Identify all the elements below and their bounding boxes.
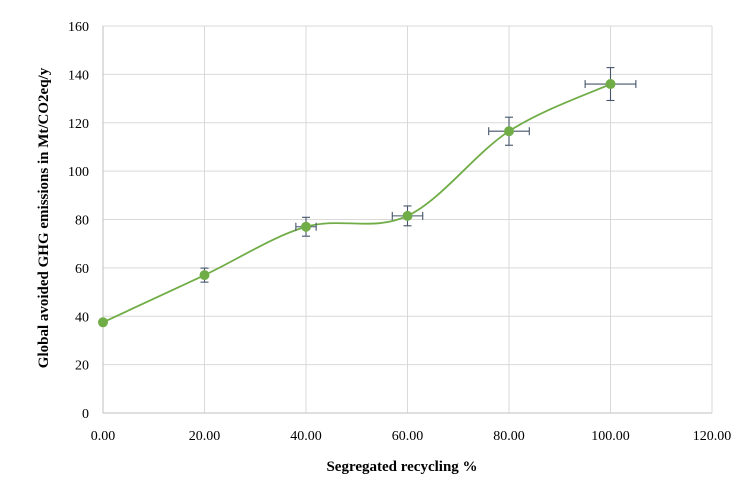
y-tick-label: 160 (68, 20, 89, 35)
x-tick-label: 120.00 (693, 429, 732, 444)
x-tick-label: 100.00 (591, 429, 630, 444)
series-line-group (102, 83, 611, 324)
data-point (605, 79, 616, 90)
y-tick-label: 60 (75, 262, 89, 277)
y-tick-label: 20 (75, 359, 89, 374)
axes (102, 26, 712, 414)
data-point (504, 126, 514, 137)
y-tick-label: 120 (68, 117, 89, 132)
x-axis-title: Segregated recycling % (326, 459, 477, 475)
grid-lines (103, 25, 713, 413)
y-tick-label: 100 (68, 165, 89, 180)
tick-labels: 0 20 40 60 80 100 120 140 160 0.00 20.00 40.00 60.00… (68, 20, 731, 444)
x-tick-label: 80.00 (493, 429, 525, 444)
x-tick-label: 40.00 (290, 429, 322, 444)
data-point (301, 221, 311, 232)
x-tick-label: 20.00 (189, 429, 221, 444)
y-axis-title: Global avoided GHG emissions in Mt/CO2eq… (36, 67, 52, 368)
data-point (98, 317, 108, 328)
x-tick-label: 0.00 (91, 429, 116, 444)
data-points (98, 79, 616, 328)
y-tick-label: 80 (75, 214, 89, 229)
error-bars (200, 67, 637, 283)
y-tick-label: 0 (82, 407, 89, 422)
x-tick-label: 60.00 (392, 429, 424, 444)
data-point (402, 210, 413, 221)
y-tick-label: 40 (75, 310, 89, 325)
y-tick-label: 140 (68, 68, 89, 83)
data-point (199, 270, 210, 281)
series-line (102, 83, 611, 324)
